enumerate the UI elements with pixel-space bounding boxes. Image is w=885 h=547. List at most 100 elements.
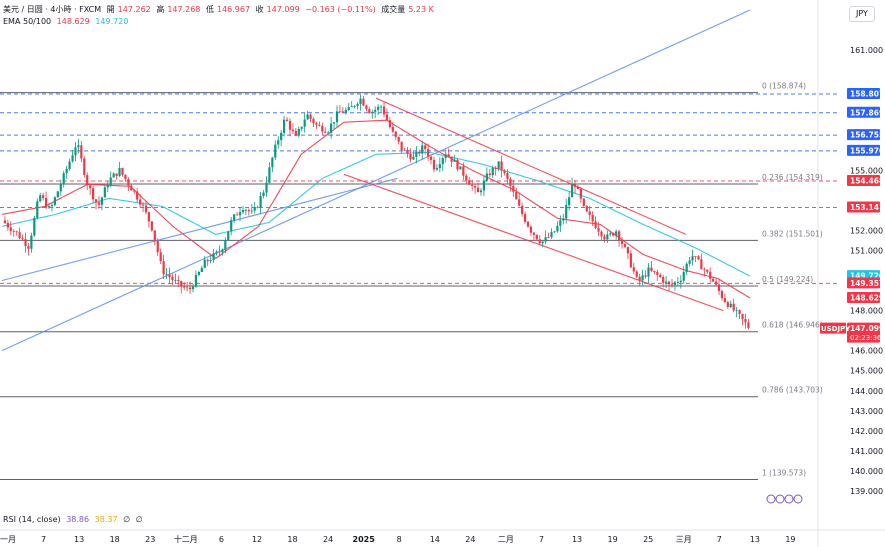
open-label: 開 — [106, 5, 115, 14]
candle-body — [9, 227, 12, 232]
candle-body — [744, 318, 747, 323]
trend-line — [343, 173, 724, 312]
x-tick-label: 13 — [74, 535, 84, 544]
candle-body — [262, 192, 265, 196]
candle-body — [288, 120, 292, 130]
candle-body — [86, 175, 89, 186]
candle-body — [432, 159, 436, 170]
candle-body — [662, 277, 665, 283]
candle-body — [518, 199, 521, 206]
open-value: 147.262 — [117, 5, 151, 14]
x-tick-label: 2025 — [353, 535, 376, 544]
low-label: 低 — [205, 5, 214, 14]
candle-body — [603, 236, 606, 240]
candle-body — [233, 214, 236, 221]
candle-body — [441, 158, 444, 165]
candle-body — [717, 284, 721, 292]
price-badge: 155.970 — [847, 144, 884, 156]
candle-body — [709, 271, 712, 279]
ema-legend[interactable]: EMA 50/100 148.629 149.720 — [3, 17, 131, 26]
candle-body — [268, 167, 271, 183]
y-tick-label: 140.000 — [850, 467, 883, 476]
price-badge-bg — [847, 106, 880, 118]
candle-body — [462, 166, 465, 176]
y-tick-label: 151.000 — [850, 246, 883, 255]
candle-body — [397, 136, 400, 142]
candle-body — [159, 252, 162, 262]
symbol-tag-bg — [820, 322, 846, 334]
candle-body — [618, 231, 621, 240]
candle-body — [124, 174, 127, 180]
event-icon[interactable] — [793, 494, 803, 504]
candle-body — [550, 232, 553, 238]
candle-body — [641, 275, 644, 281]
candle-body — [74, 147, 77, 156]
candle-body — [62, 173, 65, 185]
y-tick-label: 143.000 — [850, 407, 883, 416]
candle-body — [453, 159, 456, 162]
candle-body — [588, 211, 591, 215]
candle-body — [56, 191, 59, 198]
candle-body — [306, 114, 309, 120]
x-tick-label: 14 — [430, 535, 440, 544]
trend-line — [375, 97, 687, 235]
y-tick-label: 145.000 — [850, 367, 883, 376]
candle-body — [180, 281, 183, 287]
rsi-legend[interactable]: RSI (14, close) 38.86 38.37 ∅ ∅ — [3, 515, 146, 524]
candle-body — [521, 205, 524, 215]
price-badge: 153.141 — [847, 201, 884, 213]
price-badge: 157.869 — [847, 106, 884, 118]
candle-body — [224, 240, 227, 250]
candle-body — [626, 247, 630, 254]
candle-body — [141, 204, 145, 206]
price-badge: 149.357 — [847, 277, 884, 289]
candle-body — [506, 172, 509, 179]
y-tick-label: 148.000 — [850, 307, 883, 316]
price-badge-label: 156.755 — [850, 131, 884, 140]
candle-body — [570, 184, 574, 198]
candle-body — [500, 161, 503, 171]
candle-body — [385, 114, 389, 121]
ema-slow-value: 149.720 — [95, 17, 129, 26]
price-badge-label: 148.629 — [850, 293, 884, 302]
candle-body — [230, 220, 233, 232]
candle-body — [679, 280, 682, 282]
fib-level-label: 0.786 (143.703) — [762, 386, 823, 395]
x-tick-label: 13 — [750, 535, 760, 544]
candle-body — [585, 205, 588, 212]
candle-body — [171, 277, 174, 280]
candle-body — [89, 185, 92, 189]
symbol-title[interactable]: 美元 / 日圆 · 4小時 · FXCM — [3, 5, 102, 14]
candle-body — [632, 267, 635, 272]
candle-body — [165, 274, 168, 276]
candle-body — [638, 276, 641, 281]
candle-body — [438, 164, 441, 168]
candle-body — [283, 119, 286, 133]
candle-body — [676, 281, 679, 283]
candle-body — [565, 205, 568, 219]
fib-level-label: 0.382 (151.501) — [762, 229, 823, 238]
candle-body — [39, 195, 42, 202]
candle-body — [318, 124, 321, 126]
y-tick-label: 152.000 — [850, 226, 883, 235]
event-icon[interactable] — [775, 494, 785, 504]
candle-body — [429, 156, 433, 160]
candle-body — [741, 313, 744, 319]
candle-body — [94, 199, 98, 203]
candle-body — [194, 274, 198, 287]
candle-body — [468, 180, 471, 185]
candle-body — [597, 227, 600, 232]
candle-body — [735, 310, 738, 311]
event-icon[interactable] — [766, 494, 776, 504]
candle-body — [656, 272, 659, 275]
event-icon[interactable] — [784, 494, 794, 504]
currency-button[interactable]: JPY — [849, 6, 875, 22]
candle-body — [415, 151, 418, 157]
candle-body — [403, 149, 406, 151]
candle-body — [218, 251, 221, 253]
candle-body — [406, 150, 409, 154]
candle-body — [476, 187, 480, 193]
ema-fast-value: 148.629 — [56, 17, 90, 26]
chart-header: 美元 / 日圆 · 4小時 · FXCM 開 147.262 高 147.268 低… — [3, 4, 437, 15]
